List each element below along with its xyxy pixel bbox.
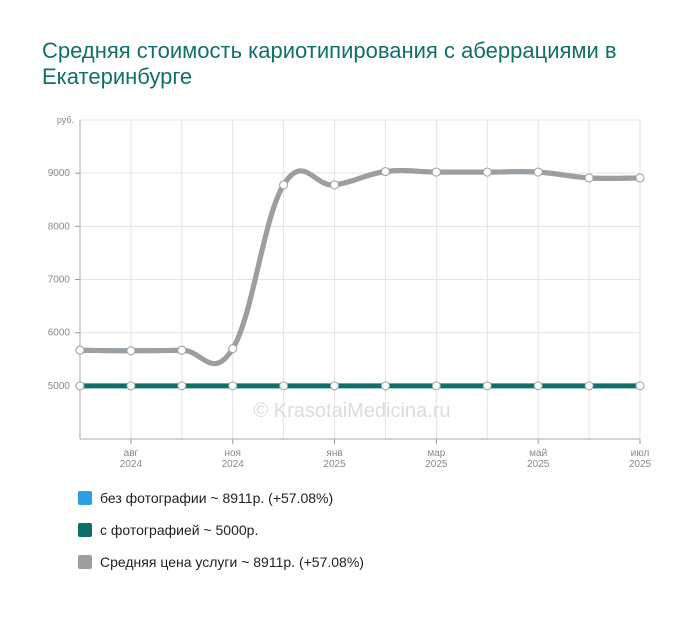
y-tick-label: 6000 [48, 328, 71, 339]
legend-item[interactable]: без фотографии ~ 8911р. (+57.08%) [78, 488, 364, 508]
data-point[interactable] [431, 167, 441, 177]
series-layer [75, 167, 645, 391]
x-tick-year: 2024 [120, 459, 143, 470]
x-tick-year: 2024 [222, 459, 245, 470]
data-point[interactable] [635, 173, 645, 183]
data-point[interactable] [279, 381, 289, 391]
data-point[interactable] [177, 345, 187, 355]
y-axis-unit: руб. [57, 115, 74, 125]
data-point[interactable] [533, 381, 543, 391]
data-point[interactable] [584, 173, 594, 183]
y-tick-label: 8000 [48, 221, 71, 232]
data-point[interactable] [380, 167, 390, 177]
x-tick-month: ноя [224, 448, 241, 459]
axes: 50006000700080009000руб.авг2024ноя2024ян… [48, 115, 652, 470]
legend-item[interactable]: Средняя цена услуги ~ 8911р. (+57.08%) [78, 552, 364, 572]
data-point[interactable] [330, 180, 340, 190]
legend-label: без фотографии ~ 8911р. (+57.08%) [100, 490, 334, 506]
x-tick-year: 2025 [527, 459, 550, 470]
data-point[interactable] [228, 381, 238, 391]
x-tick-month: янв [326, 448, 342, 459]
data-point[interactable] [279, 180, 289, 190]
series-line [77, 168, 643, 366]
data-point[interactable] [126, 346, 136, 356]
x-tick-year: 2025 [629, 459, 652, 470]
legend-swatch [78, 555, 92, 569]
data-point[interactable] [635, 381, 645, 391]
data-point[interactable] [533, 167, 543, 177]
data-point[interactable] [380, 381, 390, 391]
data-point[interactable] [584, 381, 594, 391]
series-2 [75, 167, 645, 366]
data-point[interactable] [330, 381, 340, 391]
data-point[interactable] [482, 381, 492, 391]
x-tick-month: май [529, 448, 547, 459]
x-tick-month: мар [427, 448, 445, 459]
y-tick-label: 9000 [48, 168, 71, 179]
data-point[interactable] [126, 381, 136, 391]
data-point[interactable] [177, 381, 187, 391]
legend-swatch [78, 523, 92, 537]
watermark: © KrasotaiMedicina.ru [253, 400, 450, 422]
legend-label: с фотографией ~ 5000р. [100, 522, 259, 538]
legend: без фотографии ~ 8911р. (+57.08%) с фотог… [78, 488, 364, 584]
x-tick-month: июл [631, 448, 650, 459]
legend-swatch [78, 491, 92, 505]
line-chart: 50006000700080009000руб.авг2024ноя2024ян… [48, 115, 652, 470]
data-point[interactable] [482, 167, 492, 177]
data-point[interactable] [75, 381, 85, 391]
grid [79, 119, 641, 439]
data-point[interactable] [431, 381, 441, 391]
legend-item[interactable]: с фотографией ~ 5000р. [78, 520, 364, 540]
data-point[interactable] [228, 344, 238, 354]
legend-label: Средняя цена услуги ~ 8911р. (+57.08%) [100, 554, 364, 570]
series-line [77, 168, 643, 366]
y-tick-label: 7000 [48, 275, 71, 286]
x-tick-year: 2025 [425, 459, 448, 470]
data-point[interactable] [75, 345, 85, 355]
series-1 [75, 381, 645, 391]
series-0 [75, 167, 645, 366]
chart-title: Средняя стоимость кариотипирования с абе… [42, 38, 617, 89]
x-tick-year: 2025 [323, 459, 346, 470]
x-tick-month: авг [124, 448, 139, 459]
y-tick-label: 5000 [48, 381, 71, 392]
